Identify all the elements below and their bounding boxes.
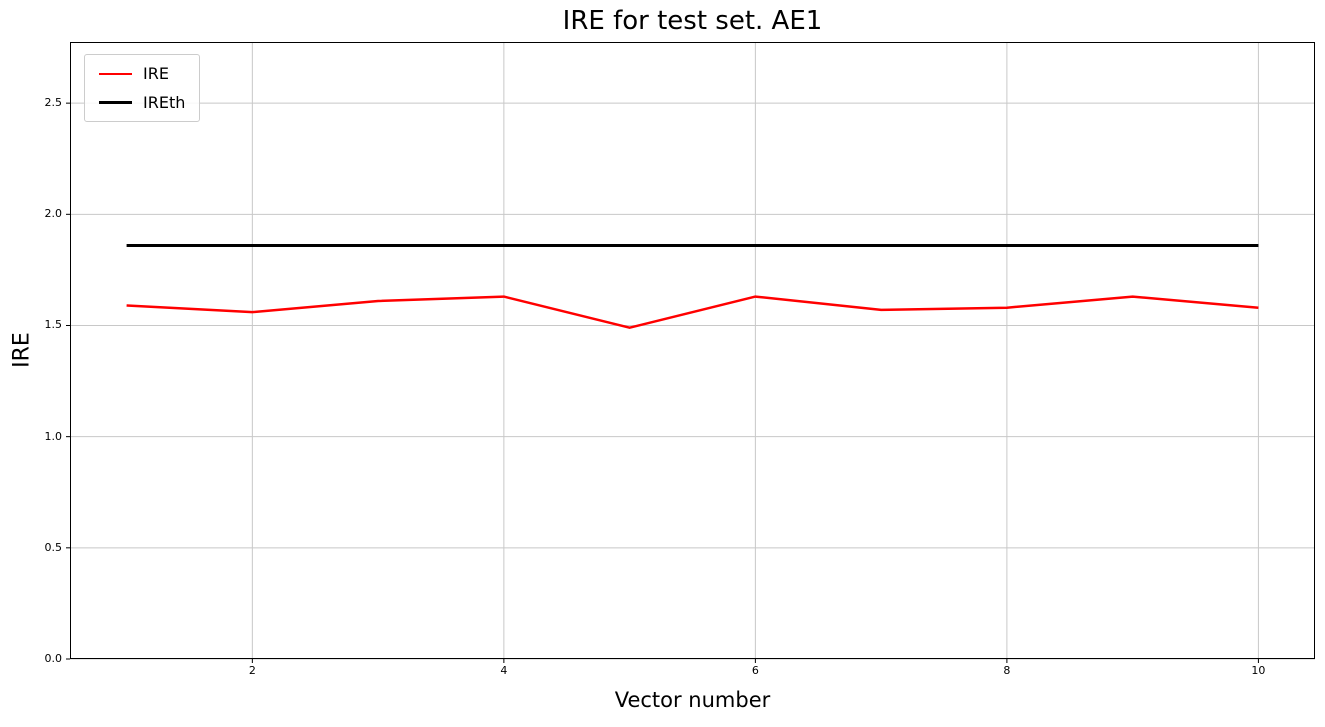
y-tick-label: 1.5 — [44, 318, 63, 332]
y-tick-label: 0.5 — [44, 540, 63, 554]
legend-item-ireth: IREth — [99, 93, 185, 112]
x-tick-label: 8 — [1003, 664, 1011, 677]
y-tick-label: 0.0 — [44, 652, 63, 665]
legend-line-sample-ireth — [99, 101, 132, 104]
y-tick-label: 2.0 — [44, 207, 63, 221]
x-tick-label: 4 — [500, 664, 508, 677]
series-ire — [126, 295, 1259, 329]
legend: IRE IREth — [84, 54, 201, 122]
x-axis-label: Vector number — [614, 688, 771, 712]
y-axis-label: IRE — [9, 332, 35, 368]
y-tick-label: 1.0 — [44, 429, 63, 443]
legend-label-ire: IRE — [143, 64, 169, 83]
legend-label-ireth: IREth — [143, 93, 186, 112]
axes-spine — [70, 42, 1315, 659]
x-tick-label: 2 — [248, 664, 256, 677]
plot-area — [66, 42, 1315, 663]
chart-title: IRE for test set. AE1 — [562, 6, 823, 36]
x-tick-label: 10 — [1251, 664, 1266, 677]
legend-item-ire: IRE — [99, 64, 185, 83]
legend-line-sample-ire — [99, 72, 132, 75]
x-tick-label: 6 — [751, 664, 759, 677]
y-tick-label: 2.5 — [44, 96, 63, 110]
